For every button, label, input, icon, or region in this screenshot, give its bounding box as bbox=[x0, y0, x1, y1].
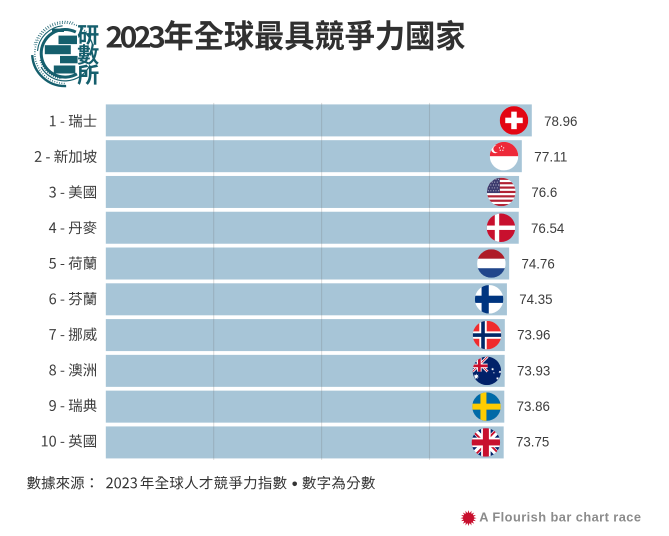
svg-text:74.35: 74.35 bbox=[519, 292, 552, 308]
svg-text:73.93: 73.93 bbox=[517, 363, 550, 379]
svg-text:76.6: 76.6 bbox=[531, 185, 557, 201]
svg-text:73.96: 73.96 bbox=[517, 328, 550, 344]
svg-text:74.76: 74.76 bbox=[521, 256, 554, 272]
svg-text:73.86: 73.86 bbox=[517, 399, 550, 415]
svg-text:77.11: 77.11 bbox=[534, 150, 567, 166]
svg-text:78.96: 78.96 bbox=[544, 114, 577, 130]
svg-text:76.54: 76.54 bbox=[531, 221, 564, 237]
svg-text:73.75: 73.75 bbox=[516, 435, 549, 451]
svg-text:A Flourish bar chart race: A Flourish bar chart race bbox=[479, 510, 641, 525]
